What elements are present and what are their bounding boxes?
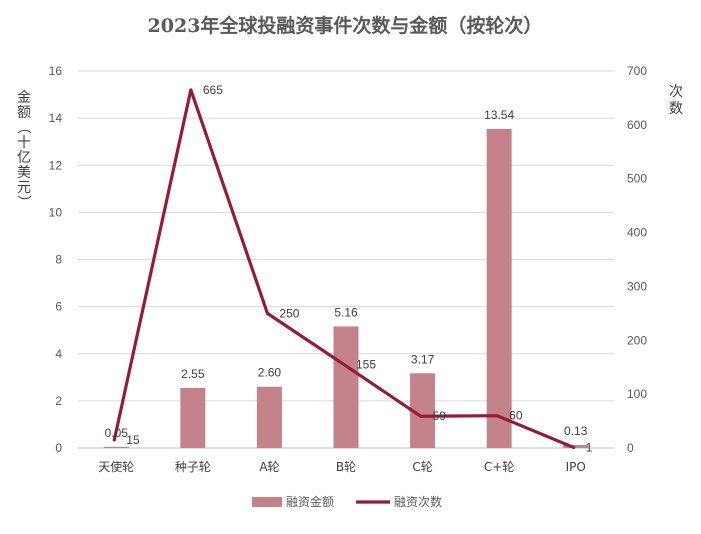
y-axis-title-char: 金 (17, 90, 31, 106)
y-tick-label: 2 (55, 394, 62, 408)
y2-tick-label: 100 (627, 387, 647, 401)
y-axis-title-char: 额 (17, 105, 31, 121)
y2-tick-label: 200 (627, 333, 647, 347)
legend-bar-swatch (252, 497, 282, 507)
line-data-label: 250 (279, 306, 299, 320)
line-series (112, 88, 576, 450)
line-data-label: 15 (126, 433, 140, 447)
y-tick-label: 14 (49, 111, 63, 125)
y2-tick-label: 700 (627, 64, 647, 78)
data-labels: 0.05 2.55 2.60 5.16 3.17 13.54 0.13 15 665 250 155… (105, 83, 593, 455)
line-series-path (112, 88, 576, 450)
bar-data-label: 0.05 (105, 426, 129, 440)
x-tick-label: A轮 (259, 460, 279, 474)
y2-axis-title-char: 数 (669, 101, 683, 117)
y-axis-title-char: ） (15, 195, 31, 209)
y2-axis-title-char: 次 (669, 84, 683, 100)
y-axis-title-char: （ (15, 120, 31, 134)
y-axis-title-char: 十 (17, 135, 31, 151)
y2-tick-label: 400 (627, 226, 647, 240)
y-tick-label: 4 (55, 347, 62, 361)
bar-series (103, 128, 589, 448)
y-tick-label: 10 (49, 205, 63, 219)
line-data-label: 1 (586, 440, 593, 454)
x-tick-label: B轮 (336, 460, 356, 474)
bar (103, 446, 129, 448)
legend-line-label: 融资次数 (394, 494, 442, 509)
y-tick-label: 8 (55, 253, 62, 267)
bar-data-label: 5.16 (334, 305, 358, 319)
bar (563, 444, 589, 448)
x-tick-label: C轮 (412, 460, 432, 474)
y-tick-label: 16 (49, 64, 63, 78)
y-axis-title-char: 元 (17, 180, 31, 196)
y-tick-label: 0 (55, 441, 62, 455)
line-data-label: 60 (509, 409, 523, 423)
x-tick-label: 天使轮 (98, 459, 134, 474)
y2-tick-label: 300 (627, 279, 647, 293)
bar-data-label: 0.13 (564, 424, 588, 438)
legend: 融资金额 融资次数 (252, 494, 442, 509)
bar (333, 326, 359, 448)
bar-data-label: 2.60 (258, 366, 282, 380)
y-tick-label: 12 (49, 158, 63, 172)
chart-title: 2023年全球投融资事件次数与金额（按轮次） (148, 14, 543, 37)
gridlines (78, 70, 614, 449)
bar-data-label: 13.54 (484, 108, 514, 122)
bar-data-label: 2.55 (181, 367, 205, 381)
y2-tick-label: 600 (627, 118, 647, 132)
line-data-label: 665 (203, 83, 223, 97)
bar-data-label: 3.17 (411, 352, 435, 366)
y-axis-title-char: 亿 (17, 150, 31, 166)
line-data-label: 59 (433, 409, 447, 423)
y-tick-label: 6 (55, 300, 62, 314)
x-tick-label: IPO (566, 460, 586, 474)
y2-tick-label: 0 (627, 441, 634, 455)
bar (486, 128, 512, 448)
bar (256, 386, 282, 448)
x-tick-label: 种子轮 (175, 460, 211, 474)
legend-bar-label: 融资金额 (286, 494, 334, 509)
y2-tick-label: 500 (627, 172, 647, 186)
bar (180, 387, 206, 448)
x-tick-label: C+轮 (484, 460, 514, 474)
y-axis-title-char: 美 (17, 165, 31, 181)
line-data-label: 155 (356, 358, 376, 372)
